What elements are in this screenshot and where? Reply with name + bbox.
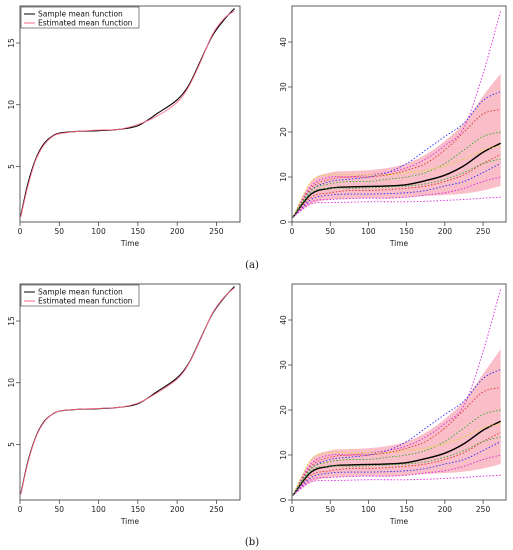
x-tick-label: 100 xyxy=(361,227,376,236)
legend-box xyxy=(20,284,140,307)
series-line-6 xyxy=(292,432,501,496)
legend-entry: Sample mean function xyxy=(38,10,123,19)
x-tick-label: 50 xyxy=(325,505,335,514)
y-tick-label: 15 xyxy=(7,38,16,48)
plot-frame xyxy=(19,283,241,501)
series-line-5 xyxy=(292,423,501,496)
x-tick-label: 100 xyxy=(91,227,106,236)
chart-a-left: 0 50 100 150 200 250 5 10 15 Time Sample mean func… xyxy=(7,5,241,248)
x-tick-label: 150 xyxy=(131,227,146,236)
y-tick-label: 10 xyxy=(279,450,288,460)
series-line-6 xyxy=(292,154,501,218)
x-tick-label: 100 xyxy=(91,505,106,514)
y-tick-label: 40 xyxy=(279,315,288,325)
x-tick-label: 0 xyxy=(18,227,23,236)
x-tick-label: 0 xyxy=(18,505,23,514)
panel-a-caption: (a) xyxy=(245,260,259,271)
chart-b-left: 0 50 100 150 200 250 5 10 15 Time Sample mean func… xyxy=(7,283,241,526)
x-tick-label: 250 xyxy=(209,227,224,236)
panel-b-caption: (b) xyxy=(245,537,259,548)
series-line-0 xyxy=(292,142,501,218)
confidence-band xyxy=(292,349,501,496)
y-tick-label: 10 xyxy=(7,378,16,388)
series-line-1 xyxy=(20,10,235,218)
plot-frame xyxy=(19,5,241,223)
y-tick-label: 10 xyxy=(7,100,16,110)
y-tick-label: 0 xyxy=(279,219,288,224)
y-tick-label: 40 xyxy=(279,37,288,47)
y-tick-label: 0 xyxy=(279,497,288,502)
x-tick-label: 200 xyxy=(438,227,453,236)
legend-box xyxy=(20,6,140,29)
series-line-2 xyxy=(292,369,501,496)
y-tick-label: 5 xyxy=(7,164,16,169)
series-line-3 xyxy=(292,109,501,218)
legend-entry: Sample mean function xyxy=(38,288,123,297)
series-line-7 xyxy=(292,441,501,496)
series-line-3 xyxy=(292,387,501,496)
x-axis-label: Time xyxy=(389,517,409,526)
x-tick-label: 200 xyxy=(170,505,185,514)
y-tick-label: 20 xyxy=(279,127,288,137)
confidence-band xyxy=(292,73,501,218)
x-tick-label: 100 xyxy=(361,505,376,514)
series-line-0 xyxy=(20,8,235,216)
plot-frame xyxy=(291,5,507,223)
y-tick-label: 20 xyxy=(279,405,288,415)
x-tick-label: 50 xyxy=(55,505,65,514)
x-tick-label: 250 xyxy=(476,227,491,236)
x-tick-label: 50 xyxy=(325,227,335,236)
chart-a-right: 0 50 100 150 200 250 0 10 20 30 40 Time xyxy=(279,5,507,248)
x-tick-label: 0 xyxy=(290,505,295,514)
x-tick-label: 150 xyxy=(131,505,146,514)
x-tick-label: 0 xyxy=(290,227,295,236)
series-line-10 xyxy=(292,158,501,218)
x-tick-label: 50 xyxy=(55,227,65,236)
x-tick-label: 250 xyxy=(476,505,491,514)
x-tick-label: 250 xyxy=(209,505,224,514)
series-line-7 xyxy=(292,163,501,218)
series-line-10 xyxy=(292,436,501,496)
x-tick-label: 150 xyxy=(399,227,414,236)
y-tick-label: 30 xyxy=(279,82,288,92)
series-line-0 xyxy=(20,286,235,494)
series-line-5 xyxy=(292,145,501,218)
y-tick-label: 15 xyxy=(7,316,16,326)
y-tick-label: 30 xyxy=(279,360,288,370)
legend-entry: Estimated mean function xyxy=(38,19,133,28)
series-line-9 xyxy=(292,196,501,218)
x-axis-label: Time xyxy=(120,239,140,248)
chart-b-right: 0 50 100 150 200 250 0 10 20 30 40 Time xyxy=(279,283,507,526)
series-line-2 xyxy=(292,91,501,218)
series-line-0 xyxy=(292,420,501,496)
x-axis-label: Time xyxy=(120,517,140,526)
plot-frame xyxy=(291,283,507,501)
x-tick-label: 200 xyxy=(170,227,185,236)
x-axis-label: Time xyxy=(389,239,409,248)
series-line-1 xyxy=(20,287,235,495)
y-tick-label: 5 xyxy=(7,442,16,447)
x-tick-label: 200 xyxy=(438,505,453,514)
series-line-9 xyxy=(292,474,501,496)
x-tick-label: 150 xyxy=(399,505,414,514)
y-tick-label: 10 xyxy=(279,172,288,182)
legend-entry: Estimated mean function xyxy=(38,297,133,306)
